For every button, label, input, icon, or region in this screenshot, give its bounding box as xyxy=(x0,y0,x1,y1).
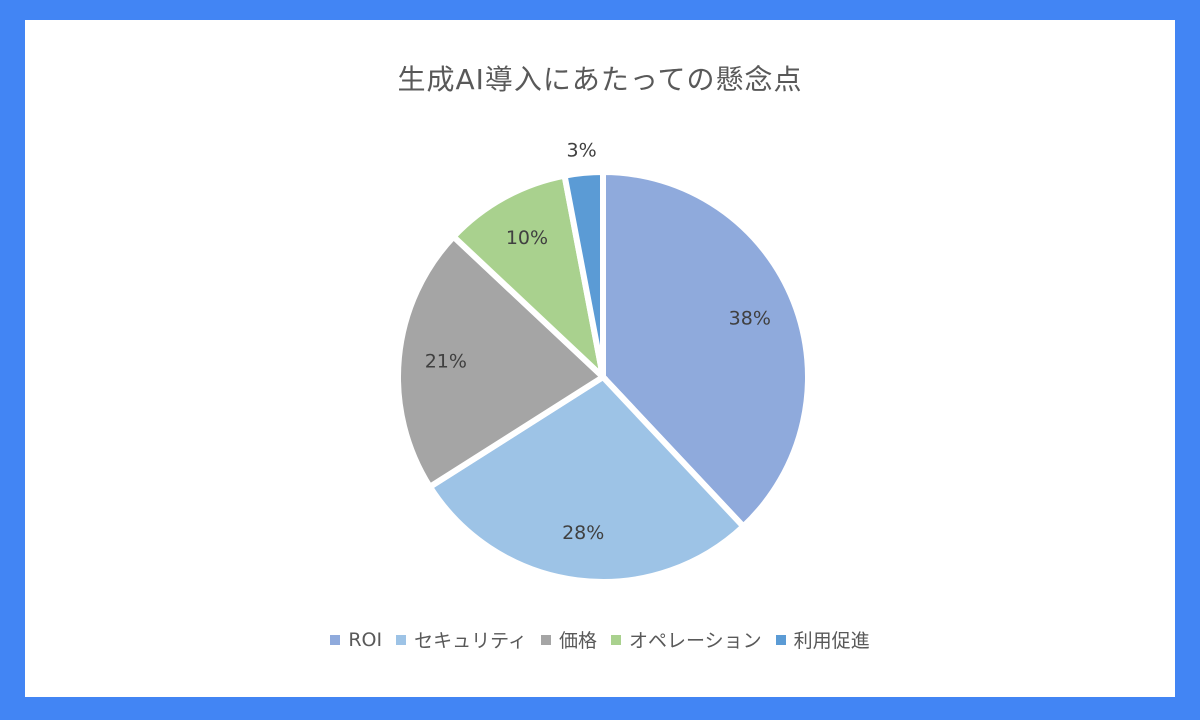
legend-swatch-security xyxy=(396,634,407,645)
chart-title: 生成AI導入にあたっての懸念点 xyxy=(397,63,803,96)
legend-label-price: 価格 xyxy=(558,630,597,652)
legend-swatch-operation xyxy=(611,634,621,645)
legend-label-roi: ROI xyxy=(348,628,383,651)
legend-item-roi: ROI xyxy=(330,629,382,651)
data-label-price: 21% xyxy=(425,351,467,373)
pie-slice-operation xyxy=(449,172,608,386)
legend-swatch-price xyxy=(540,634,551,645)
pie-slice-adoption xyxy=(561,168,606,378)
data-label-operation: 10% xyxy=(506,227,548,249)
legend-item-price: 価格 xyxy=(540,626,597,653)
chart-legend: ROI セキュリティ 価格 オペレーション 利用促進 xyxy=(0,626,1200,653)
legend-item-security: セキュリティ xyxy=(396,626,527,653)
pie-slice-roi xyxy=(600,168,811,531)
data-label-roi: 38% xyxy=(729,307,771,329)
legend-label-adoption: 利用促進 xyxy=(793,630,870,652)
legend-item-operation: オペレーション xyxy=(611,626,762,653)
legend-item-adoption: 利用促進 xyxy=(775,626,870,653)
legend-label-security: セキュリティ xyxy=(414,630,527,652)
pie-slice-price xyxy=(395,232,608,491)
legend-swatch-adoption xyxy=(775,634,786,645)
legend-swatch-roi xyxy=(330,634,341,645)
data-label-security: 28% xyxy=(562,522,604,544)
data-label-adoption: 3% xyxy=(567,140,597,162)
legend-label-operation: オペレーション xyxy=(629,630,762,652)
pie-slice-security xyxy=(425,373,748,585)
